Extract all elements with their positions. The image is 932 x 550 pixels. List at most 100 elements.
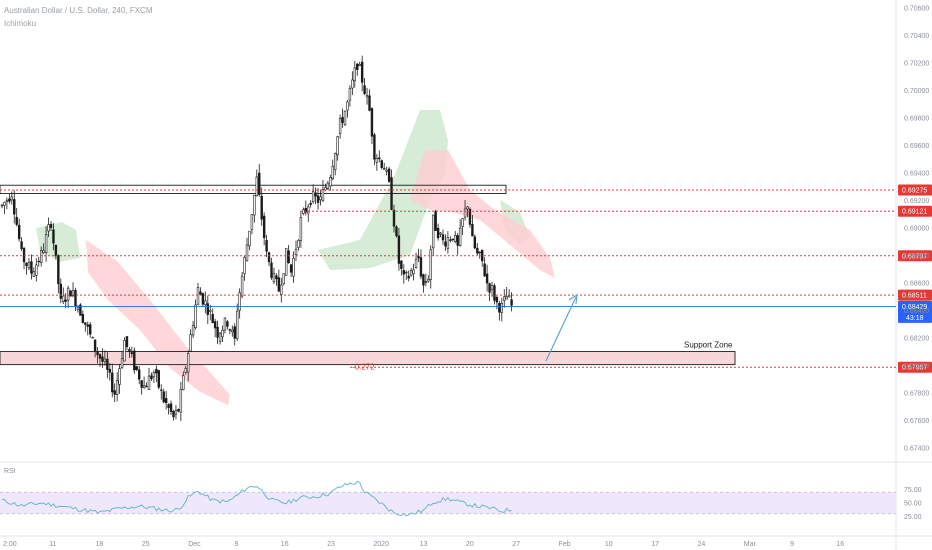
price-tick-label: 0.68600 [904, 280, 929, 287]
candle-body [74, 290, 77, 307]
time-tick-label: 9 [235, 541, 239, 548]
candle-body [25, 262, 28, 267]
candle-body [409, 270, 413, 276]
candle-body [255, 176, 258, 197]
candle-body [52, 229, 55, 244]
candle-body [138, 369, 141, 380]
price-tick-label: 0.69000 [904, 225, 929, 232]
candle-body [42, 250, 45, 253]
level-badge-label: 0.69275 [902, 188, 927, 195]
candle-body [236, 310, 239, 339]
candle-body [498, 303, 501, 313]
candle-body [152, 372, 156, 378]
zones: Support Zone [0, 184, 736, 366]
candle-body [346, 101, 349, 111]
candle-body [351, 79, 354, 89]
candle-body [147, 375, 151, 390]
time-axis[interactable]: 2:00 11 18 25 Dec 9 16 23 2020 13 20 27 Feb 10 17 24 Mar… [3, 541, 844, 548]
candle-body [71, 290, 75, 297]
candle-body [133, 350, 136, 371]
candle-body [240, 275, 244, 297]
candle-body [356, 63, 359, 70]
candle-body [402, 270, 405, 275]
candle-body [289, 264, 293, 273]
candle-body [424, 281, 428, 283]
candle-body [358, 64, 361, 66]
candle-body [86, 324, 89, 327]
rsi-tick-label: 25.00 [904, 514, 922, 521]
candle-body [385, 169, 388, 172]
candle-body [187, 353, 190, 373]
candle-body [378, 157, 381, 160]
candle-body [422, 274, 425, 286]
time-tick-label: 16 [281, 541, 289, 548]
countdown-label: 43:18 [906, 315, 924, 322]
candle-body [309, 202, 312, 205]
candle-body [439, 232, 442, 235]
candle-body [204, 300, 207, 306]
price-tick-label: 0.68000 [904, 363, 929, 370]
candle-body [89, 324, 92, 335]
candle-body [292, 257, 295, 277]
candle-body [434, 210, 437, 231]
candle-body [37, 260, 40, 263]
candle-body [169, 403, 173, 413]
candle-body [245, 244, 249, 262]
candle-body [93, 339, 97, 352]
candle-body [311, 191, 315, 203]
candle-body [485, 273, 489, 284]
price-tick-label: 0.69200 [904, 198, 929, 205]
resistance-band [0, 184, 507, 194]
candle-body [510, 299, 513, 306]
candle-body [84, 322, 87, 325]
candle-body [449, 239, 452, 241]
candles [0, 55, 513, 421]
candle-body [463, 208, 467, 218]
candle-body [336, 136, 339, 156]
candle-body [174, 409, 178, 415]
candle-body [27, 262, 31, 269]
candle-body [436, 227, 440, 239]
candle-body [375, 157, 379, 163]
price-tick-label: 0.70600 [904, 5, 929, 12]
candle-body [108, 368, 112, 373]
candle-body [120, 358, 124, 368]
candle-body [272, 273, 276, 282]
candle-body [62, 295, 65, 302]
candle-body [226, 321, 229, 327]
price-tick-label: 0.70200 [904, 60, 929, 67]
candle-body [446, 237, 450, 249]
price-axis[interactable]: 0.67400 0.67600 0.67800 0.68000 0.68200 0.684… [904, 5, 929, 521]
candle-body [382, 168, 386, 170]
candle-body [10, 196, 13, 201]
candle-body [476, 247, 479, 254]
candle-body [333, 153, 337, 171]
time-tick-label: 23 [327, 541, 335, 548]
candle-body [54, 244, 58, 257]
candle-body [275, 275, 278, 280]
candle-body [343, 110, 347, 126]
candle-body [243, 257, 246, 275]
rsi-line [1, 480, 512, 517]
candle-body [282, 273, 285, 285]
candle-body [417, 256, 420, 259]
candle-body [231, 329, 234, 333]
candle-body [392, 209, 396, 227]
candle-body [473, 236, 477, 249]
candle-body [111, 372, 114, 393]
candle-body [444, 241, 447, 247]
candle-body [270, 262, 273, 278]
candle-body [397, 235, 401, 264]
cloud-bullish [318, 110, 448, 270]
candle-body [79, 304, 82, 316]
candle-body [284, 248, 288, 276]
candle-body [115, 380, 119, 395]
candle-body [287, 250, 290, 264]
candle-body [184, 367, 187, 373]
candle-body [456, 235, 459, 246]
candle-body [363, 85, 366, 95]
candle-body [458, 227, 462, 246]
candle-body [431, 214, 435, 249]
candle-body [69, 290, 72, 297]
